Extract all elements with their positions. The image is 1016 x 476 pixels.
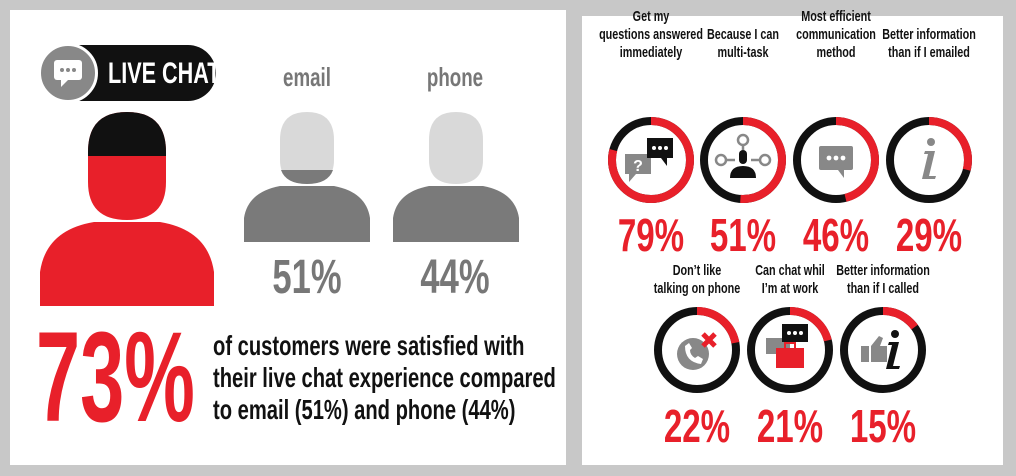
reason-percent-wrap: 29% [854, 212, 1004, 258]
chat-bubble-icon [819, 146, 853, 178]
donut-briefcase-chat [747, 307, 833, 393]
donut-multitask-person [700, 117, 786, 203]
question-chat-icon: ? [625, 138, 673, 182]
live-chat-label: LIVE CHAT [108, 57, 221, 90]
reason-label-line: multi-task [717, 44, 769, 61]
reason-label: Better information than if I emailed [854, 26, 1004, 62]
reason-label-line: immediately [619, 44, 683, 61]
reason-percent: 22% [663, 400, 731, 452]
donut-phone-cancel [654, 307, 740, 393]
reason-label-line: questions answered [599, 26, 703, 43]
headline-line: of customers were satisfied with [213, 330, 525, 361]
reason-label-line: talking on phone [653, 280, 741, 297]
reason-label: Better information than if I called [808, 262, 958, 298]
reason-label: Get my questions answered immediately [576, 8, 726, 62]
reason-label-line: Because I can [706, 26, 780, 43]
reason-label: Don’t like talking on phone [622, 262, 772, 298]
live-chat-person-icon [40, 112, 214, 306]
reason-label: Most efficient communication method [761, 8, 911, 62]
reason-label: Because I can multi-task [668, 26, 818, 62]
reason-percent: 15% [849, 400, 917, 452]
reason-percent-wrap: 15% [808, 403, 958, 449]
donut-value-arc [700, 117, 786, 203]
reason-label-line: Better information [836, 262, 930, 279]
donut-info [886, 117, 972, 203]
donut-value-arc [608, 117, 694, 203]
donut-value-arc [793, 117, 879, 203]
reason-percent: 21% [756, 400, 824, 452]
reason-label: Can chat whil I’m at work [715, 262, 865, 298]
phone-percent: 44% [420, 251, 490, 304]
donut-value-arc [654, 307, 740, 393]
briefcase-chat-icon [766, 324, 808, 368]
reason-percent-wrap: 51% [668, 212, 818, 258]
donut-value-arc [747, 307, 833, 393]
reason-percent-wrap: 21% [715, 403, 865, 449]
reason-percent: 79% [617, 209, 685, 261]
donut-chat-bubble [793, 117, 879, 203]
reason-label-line: I’m at work [761, 280, 819, 297]
reason-label-line: Don’t like [672, 262, 722, 279]
info-icon [922, 138, 936, 179]
reason-label-line: method [816, 44, 856, 61]
phone-cancel-icon [677, 332, 717, 370]
email-percent: 51% [272, 251, 342, 304]
donut-value-arc [840, 307, 926, 393]
thumbs-info-icon [861, 330, 900, 369]
donut-value-arc [886, 117, 972, 203]
multitask-person-icon [714, 133, 772, 178]
headline-line: their live chat experience compared [213, 362, 556, 393]
donut-question-chat: ? [608, 117, 694, 203]
reason-percent: 51% [709, 209, 777, 261]
reason-label-line: Most efficient [801, 8, 871, 25]
reason-label-line: Get my [632, 8, 670, 25]
headline-line: to email (51%) and phone (44%) [213, 394, 516, 425]
reason-percent: 29% [895, 209, 963, 261]
email-person-icon [244, 112, 370, 242]
reason-label-line: than if I emailed [888, 44, 970, 61]
chat-bubble-icon [38, 43, 98, 103]
email-label: email [283, 62, 331, 92]
headline-percent: 73% [36, 306, 195, 449]
phone-label: phone [426, 62, 484, 92]
reason-percent-wrap: 22% [622, 403, 772, 449]
reason-percent-wrap: 46% [761, 212, 911, 258]
reason-percent-wrap: 79% [576, 212, 726, 258]
reason-label-line: Can chat whil [755, 262, 825, 279]
phone-person-icon [393, 112, 519, 242]
reason-label-line: Better information [882, 26, 976, 43]
reason-label-line: communication [796, 26, 876, 43]
donut-thumbs-info [840, 307, 926, 393]
reason-percent: 46% [802, 209, 870, 261]
reason-label-line: than if I called [846, 280, 920, 297]
svg-text:?: ? [633, 158, 643, 175]
